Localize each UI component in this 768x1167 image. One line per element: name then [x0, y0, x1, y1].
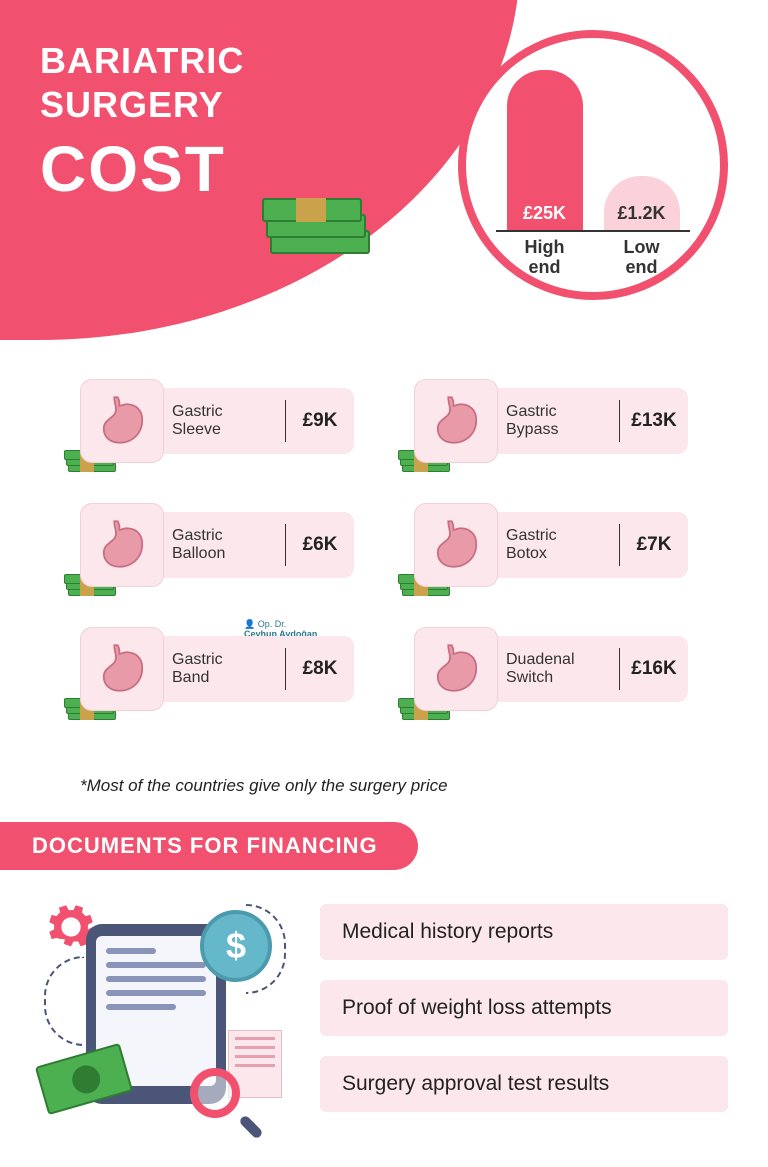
bar-axis-label: Highend — [507, 238, 583, 278]
stomach-icon — [414, 627, 498, 711]
document-item: Proof of weight loss attempts — [320, 980, 728, 1036]
magnifier-icon — [190, 1068, 254, 1132]
stomach-icon — [414, 503, 498, 587]
procedure-info: GastricSleeve£9K — [158, 388, 354, 454]
procedure-card: GastricBotox£7K — [414, 504, 688, 586]
stomach-icon — [80, 503, 164, 587]
chart-plot-area: £25K Highend £1.2K Lowend — [496, 68, 690, 232]
procedure-card: GastricBypass£13K — [414, 380, 688, 462]
header-cost-word: COST — [40, 132, 244, 206]
bar-value-label: £1.2K — [604, 203, 680, 224]
procedure-name: GastricBypass — [492, 403, 619, 440]
documents-area: $ Medical history reports Proof of weight… — [40, 896, 728, 1126]
documents-illustration: $ — [40, 896, 290, 1126]
procedure-name: GastricSleeve — [158, 403, 285, 440]
documents-section-header: DOCUMENTS FOR FINANCING — [0, 822, 418, 870]
procedure-card: GastricBalloon£6K — [80, 504, 354, 586]
procedure-info: DuadenalSwitch£16K — [492, 636, 688, 702]
procedure-info: GastricBalloon£6K — [158, 512, 354, 578]
cost-range-chart: £25K Highend £1.2K Lowend — [458, 30, 728, 300]
procedure-grid: GastricSleeve£9KGastricBypass£13KGastric… — [80, 380, 688, 710]
stomach-icon — [80, 379, 164, 463]
procedure-price: £9K — [286, 410, 354, 432]
stomach-icon — [414, 379, 498, 463]
header-title: BARIATRIC SURGERY COST — [40, 40, 244, 206]
bar-high-end: £25K Highend — [507, 70, 583, 230]
procedure-name: GastricBotox — [492, 527, 619, 564]
procedure-card: GastricSleeve£9K — [80, 380, 354, 462]
decorative-arc-icon — [44, 956, 84, 1046]
document-item: Medical history reports — [320, 904, 728, 960]
procedure-info: GastricBand£8K — [158, 636, 354, 702]
procedure-info: GastricBypass£13K — [492, 388, 688, 454]
documents-section-title: DOCUMENTS FOR FINANCING — [32, 833, 378, 859]
money-stack-icon — [260, 190, 380, 268]
document-item: Surgery approval test results — [320, 1056, 728, 1112]
procedure-price: £6K — [286, 534, 354, 556]
documents-list: Medical history reports Proof of weight l… — [320, 896, 728, 1126]
procedure-card: GastricBand£8K — [80, 628, 354, 710]
procedure-name: GastricBalloon — [158, 527, 285, 564]
procedure-price: £7K — [620, 534, 688, 556]
header-line-1: BARIATRIC — [40, 40, 244, 82]
procedure-card: DuadenalSwitch£16K — [414, 628, 688, 710]
procedure-name: DuadenalSwitch — [492, 651, 619, 688]
header-line-2: SURGERY — [40, 84, 244, 126]
footnote: *Most of the countries give only the sur… — [80, 776, 448, 796]
procedure-price: £8K — [286, 658, 354, 680]
procedure-price: £16K — [620, 658, 688, 680]
bar-axis-label: Lowend — [604, 238, 680, 278]
stomach-icon — [80, 627, 164, 711]
bar-low-end: £1.2K Lowend — [604, 176, 680, 230]
procedure-price: £13K — [620, 410, 688, 432]
doctor-prefix: Op. Dr. — [258, 619, 287, 629]
procedure-info: GastricBotox£7K — [492, 512, 688, 578]
money-bill-icon — [35, 1043, 133, 1115]
bar-value-label: £25K — [507, 203, 583, 224]
dollar-coin-icon: $ — [200, 910, 272, 982]
procedure-name: GastricBand — [158, 651, 285, 688]
